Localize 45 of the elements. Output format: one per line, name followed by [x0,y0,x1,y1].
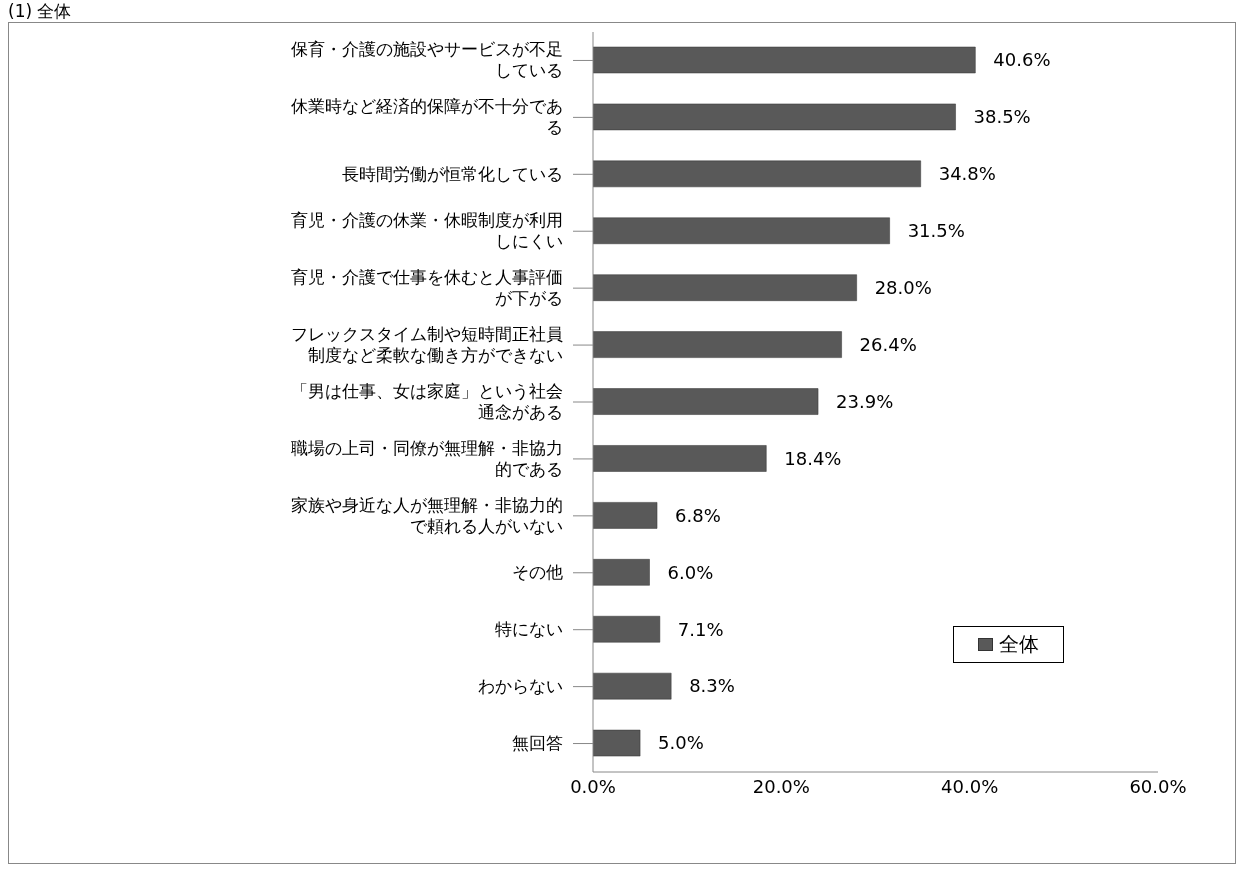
bar [593,217,890,245]
bar [593,729,641,757]
data-label: 23.9% [836,390,894,412]
y-tick-label: 育児・介護の休業・休暇制度が利用しにくい [290,210,563,253]
data-label: 31.5% [907,220,965,242]
x-tick-label: 60.0% [1129,775,1187,797]
text: (1) 全体 [8,0,72,23]
bar [593,388,819,415]
legend-label: 全体 [999,631,1039,658]
bar [593,103,956,131]
bar [593,559,650,586]
y-tick-label: 育児・介護で仕事を休むと人事評価が下がる [290,267,563,310]
x-tick-label: 0.0% [570,775,616,797]
y-tick-label: 特にない [494,619,563,641]
y-tick-label: 休業時など経済的保障が不十分である [290,96,563,139]
bar [593,615,661,643]
data-label: 8.3% [689,675,735,697]
x-tick-label: 20.0% [752,775,810,797]
y-tick-label: 保育・介護の施設やサービスが不足している [290,39,563,82]
y-tick-label: 職場の上司・同僚が無理解・非協力的である [290,437,563,480]
x-tick-label: 40.0% [941,775,999,797]
y-tick-label: 「男は仕事、女は家庭」という社会通念がある [290,381,563,423]
bar [593,672,672,700]
bar [593,160,921,188]
bar [593,46,976,74]
data-label: 26.4% [859,333,917,355]
data-label: 18.4% [784,447,842,469]
data-label: 38.5% [973,106,1031,128]
data-label: 7.1% [677,618,724,640]
bar [593,274,857,301]
data-label: 5.0% [658,732,704,754]
y-tick-label: 長時間労働が恒常化している [341,163,563,185]
bar [593,502,658,529]
data-label: 40.6% [993,49,1051,71]
data-label: 28.0% [874,276,932,298]
bar [593,331,842,358]
data-label: 34.8% [938,163,996,185]
y-tick-label: フレックスタイム制や短時間正社員制度など柔軟な働き方ができない [290,324,563,367]
y-tick-label: 家族や身近な人が無理解・非協力的で頼れる人がいない [290,494,563,537]
y-tick-label: 無回答 [511,733,563,755]
y-tick-label: わからない [477,676,563,698]
bar [593,445,767,472]
y-tick-label: その他 [511,562,563,584]
data-label: 6.0% [667,561,714,583]
data-label: 6.8% [675,504,721,526]
